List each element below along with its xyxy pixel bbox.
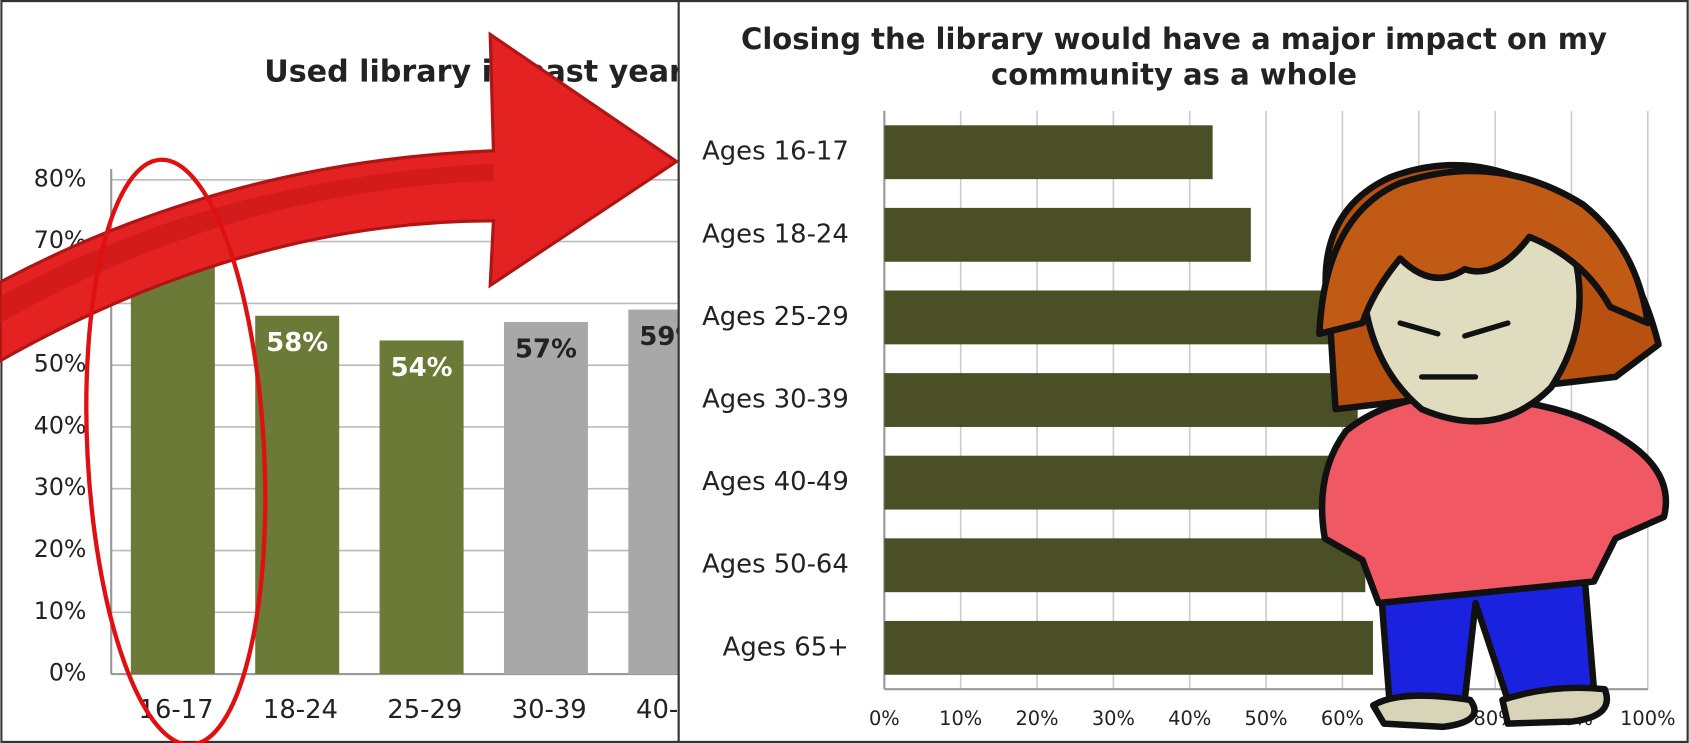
y-tick-label: 20% xyxy=(34,535,87,563)
x-tick-label: 0% xyxy=(869,707,900,730)
data-label: 58% xyxy=(266,328,328,358)
y-tick-label: 80% xyxy=(34,164,87,192)
x-tick-label: 16-17 xyxy=(139,695,214,725)
arrow-highlight xyxy=(0,163,494,324)
chart-title: community as a whole xyxy=(991,57,1357,91)
cartoon-eyes xyxy=(1397,320,1511,380)
bar xyxy=(884,290,1343,345)
y-tick-label: Ages 40-49 xyxy=(702,467,849,497)
x-tick-label: 20% xyxy=(1015,707,1058,730)
y-tick-label: Ages 18-24 xyxy=(702,219,849,249)
y-tick-label: Ages 25-29 xyxy=(702,302,849,332)
bar xyxy=(884,373,1358,427)
arrow xyxy=(0,31,680,363)
cartoon-shoes xyxy=(1369,684,1610,731)
x-tick-label: 50% xyxy=(1245,707,1288,730)
bar xyxy=(628,309,679,675)
y-tick-label: 10% xyxy=(34,597,87,625)
bar xyxy=(884,207,1251,262)
y-tick-label: Ages 30-39 xyxy=(702,385,849,415)
x-tick-label: 30-39 xyxy=(512,695,587,725)
bar xyxy=(884,125,1213,180)
x-tick-label: 40% xyxy=(1168,707,1211,730)
bar xyxy=(884,455,1358,510)
bar xyxy=(255,315,340,675)
cartoon-hair-front xyxy=(1316,167,1652,338)
bar xyxy=(130,229,215,675)
x-tick-label: 10% xyxy=(939,707,982,730)
y-tick-label: Ages 50-64 xyxy=(702,550,849,580)
y-tick-label: 0% xyxy=(49,659,87,687)
highlight-oval xyxy=(84,157,268,743)
y-tick-label: 40% xyxy=(34,411,87,439)
chart-title: Used library in past year xyxy=(264,55,684,90)
data-label: 59% xyxy=(639,322,701,352)
data-label: 54% xyxy=(391,353,453,383)
left-chart: Used library in past year 0% 10% 20% 30% 40%… xyxy=(0,0,711,743)
x-tick-label: 18-24 xyxy=(263,695,338,725)
overlay xyxy=(0,31,1670,743)
chart-title: Closing the library would have a major i… xyxy=(741,22,1607,56)
x-tick-label: 40-49 xyxy=(636,695,711,725)
x-tick-label: 100% xyxy=(1620,707,1675,730)
data-label: 57% xyxy=(515,334,577,364)
bar xyxy=(884,538,1366,593)
bar xyxy=(379,340,464,675)
y-tick-label: Ages 16-17 xyxy=(702,137,849,167)
x-tick-label: 25-29 xyxy=(387,695,462,725)
y-tick-label: 30% xyxy=(34,473,87,501)
x-tick-label: 30% xyxy=(1092,707,1135,730)
bar xyxy=(503,321,588,675)
bar xyxy=(884,620,1373,675)
x-tick-label: 60% xyxy=(1321,707,1364,730)
y-tick-label: Ages 65+ xyxy=(723,632,849,662)
y-tick-label: 50% xyxy=(34,350,87,378)
